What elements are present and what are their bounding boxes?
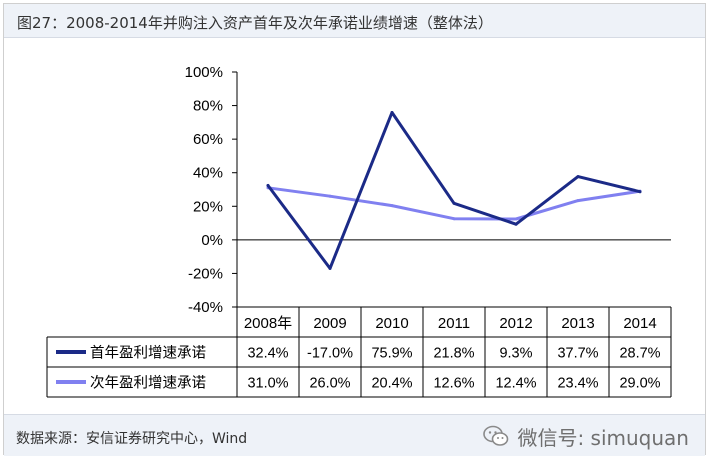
data-cell-2: 20.4% (371, 376, 412, 392)
data-cell-1: 9.3% (499, 346, 532, 362)
y-tick-label: 20% (193, 198, 223, 215)
data-point-1 (328, 266, 332, 270)
x-category-label: 2010 (375, 315, 408, 332)
data-point-1 (452, 201, 456, 205)
x-category-label: 2011 (438, 315, 470, 332)
data-point-2 (514, 217, 518, 221)
source-note: 数据来源：安信证券研究中心，Wind (16, 431, 248, 447)
x-category-label: 2012 (499, 315, 532, 332)
data-cell-1: 37.7% (557, 346, 598, 362)
x-category-label: 2014 (623, 315, 656, 332)
figure-title: 图27：2008-2014年并购注入资产首年及次年承诺业绩增速（整体法） (17, 14, 493, 32)
data-point-2 (328, 194, 332, 198)
data-cell-2: 31.0% (247, 376, 288, 392)
data-cell-2: 12.6% (433, 376, 474, 392)
data-point-1 (576, 175, 580, 179)
data-cell-1: 32.4% (247, 346, 288, 362)
x-category-label: 2013 (561, 315, 594, 332)
data-cell-1: 75.9% (371, 346, 412, 362)
y-tick-label: 80% (193, 98, 223, 115)
data-point-2 (452, 217, 456, 221)
y-tick-label: 100% (185, 64, 223, 81)
figure-frame: 图27：2008-2014年并购注入资产首年及次年承诺业绩增速（整体法） 数据来… (3, 3, 706, 456)
watermark-text: 微信号: simuquan (517, 425, 689, 450)
data-point-2 (576, 199, 580, 203)
y-tick-label: -40% (188, 299, 223, 316)
data-cell-1: 21.8% (433, 346, 474, 362)
data-point-1 (266, 184, 270, 187)
data-point-1 (638, 190, 642, 194)
legend-label-2: 次年盈利增速承诺 (90, 375, 206, 392)
source-bar: 数据来源：安信证券研究中心，Wind 微信号: simuquan (4, 414, 705, 456)
data-cell-2: 26.0% (309, 376, 350, 392)
x-category-label: 2009 (313, 315, 346, 332)
data-cell-1: -17.0% (307, 346, 353, 362)
x-category-label: 2008年 (244, 315, 292, 332)
y-tick-label: 0% (201, 232, 223, 249)
data-cell-2: 29.0% (619, 376, 660, 392)
data-point-2 (390, 204, 394, 208)
data-point-1 (390, 111, 394, 114)
data-cell-2: 23.4% (557, 376, 598, 392)
data-point-1 (514, 222, 518, 226)
wechat-watermark: 微信号: simuquan (483, 423, 689, 450)
data-cell-1: 28.7% (619, 346, 660, 362)
y-tick-label: 60% (193, 131, 223, 148)
legend-label-1: 首年盈利增速承诺 (90, 345, 206, 362)
y-tick-label: 40% (193, 165, 223, 182)
title-bar: 图27：2008-2014年并购注入资产首年及次年承诺业绩增速（整体法） (4, 4, 705, 38)
y-tick-label: -20% (188, 265, 223, 282)
wechat-icon (483, 425, 509, 446)
series-line-1 (266, 111, 642, 270)
data-cell-2: 12.4% (495, 376, 536, 392)
